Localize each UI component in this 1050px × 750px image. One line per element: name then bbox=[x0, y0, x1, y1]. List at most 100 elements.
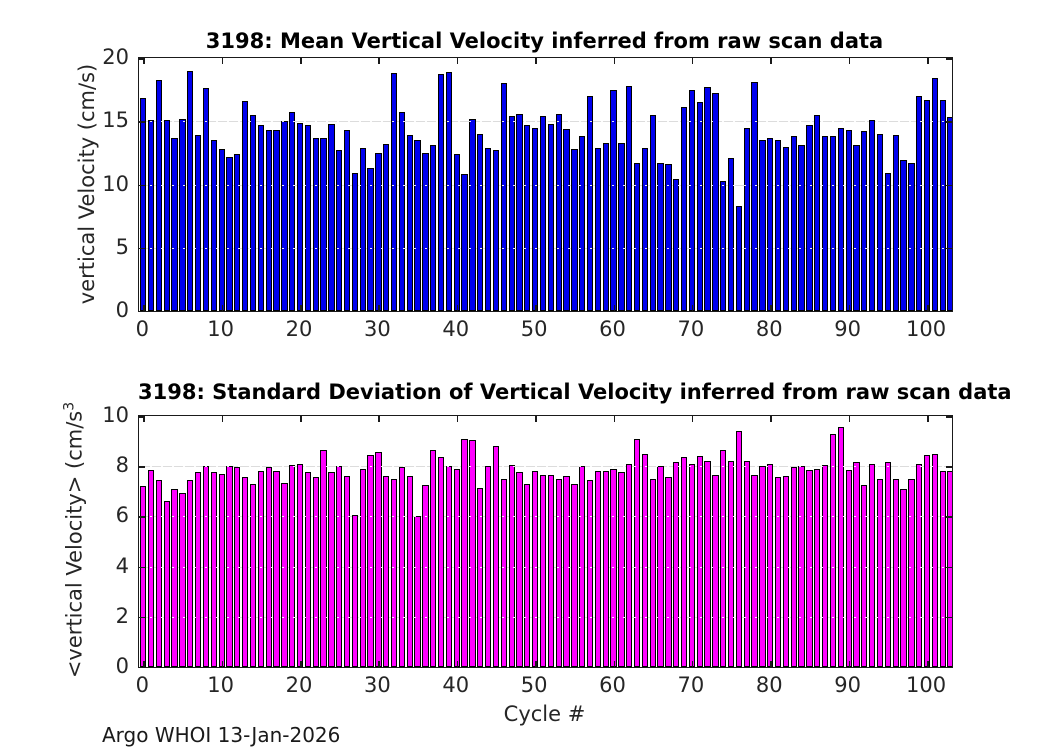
bar bbox=[743, 127, 750, 311]
y-tick-mark bbox=[946, 247, 952, 250]
x-tick-label: 0 bbox=[135, 317, 149, 341]
bar bbox=[947, 117, 952, 311]
bar bbox=[892, 478, 899, 667]
x-tick-mark bbox=[613, 58, 616, 64]
bar bbox=[649, 478, 656, 667]
y-tick-mark bbox=[139, 247, 145, 250]
footer-annotation: Argo WHOI 13-Jan-2026 bbox=[102, 723, 341, 747]
x-tick-label: 30 bbox=[364, 317, 391, 341]
y-tick-label: 5 bbox=[115, 234, 129, 259]
x-tick-mark bbox=[300, 661, 302, 667]
dotted-grid-overlay bbox=[139, 247, 952, 249]
bar bbox=[163, 119, 170, 311]
bar bbox=[171, 137, 178, 311]
x-tick-mark bbox=[848, 416, 851, 422]
bar bbox=[171, 488, 178, 667]
x-tick-label: 40 bbox=[442, 317, 470, 341]
bar bbox=[947, 471, 952, 667]
bar bbox=[751, 474, 758, 667]
x-tick-label: 80 bbox=[755, 317, 783, 341]
bar bbox=[398, 112, 406, 311]
bar bbox=[845, 469, 852, 667]
x-tick-label: 50 bbox=[520, 673, 548, 697]
bar bbox=[680, 107, 688, 311]
bar bbox=[822, 464, 829, 667]
y-tick-label: 10 bbox=[102, 171, 129, 196]
bar bbox=[767, 463, 774, 667]
bar bbox=[539, 474, 547, 667]
top-chart-plot-area bbox=[138, 57, 953, 312]
y-tick-mark bbox=[139, 616, 145, 619]
bar bbox=[187, 480, 194, 667]
bar bbox=[210, 472, 217, 667]
x-tick-mark bbox=[927, 305, 929, 311]
bar bbox=[383, 144, 390, 311]
bar bbox=[242, 101, 249, 311]
bar bbox=[586, 480, 594, 667]
bar bbox=[155, 79, 163, 311]
bar bbox=[179, 118, 186, 311]
bar bbox=[673, 462, 680, 667]
bar bbox=[618, 472, 625, 667]
y-tick-label: 15 bbox=[102, 108, 129, 133]
x-axis-label: Cycle # bbox=[503, 702, 586, 726]
bar bbox=[861, 485, 868, 667]
bar bbox=[320, 449, 327, 667]
bar bbox=[430, 449, 437, 667]
bar bbox=[743, 461, 750, 667]
x-tick-mark bbox=[613, 661, 616, 667]
bar bbox=[673, 179, 680, 311]
bar bbox=[555, 113, 562, 311]
bar bbox=[195, 135, 202, 311]
dotted-grid-overlay bbox=[139, 184, 952, 186]
bar bbox=[461, 174, 468, 311]
bar bbox=[547, 474, 554, 667]
dotted-grid-overlay bbox=[139, 466, 952, 468]
bar bbox=[445, 71, 453, 311]
bar bbox=[923, 99, 931, 311]
bar bbox=[532, 471, 539, 667]
bar bbox=[845, 130, 852, 311]
bar bbox=[829, 433, 837, 667]
bar bbox=[939, 99, 946, 311]
bar bbox=[696, 456, 703, 667]
y-tick-mark bbox=[139, 566, 145, 569]
y-tick-mark bbox=[946, 667, 952, 668]
bar bbox=[735, 431, 743, 667]
x-tick-mark bbox=[848, 305, 851, 311]
bar bbox=[453, 468, 460, 667]
y-tick-mark bbox=[139, 58, 145, 60]
y-tick-mark bbox=[946, 184, 952, 186]
x-tick-mark bbox=[221, 305, 224, 311]
bar bbox=[610, 89, 617, 311]
bar bbox=[853, 145, 860, 311]
x-tick-label: 60 bbox=[599, 317, 626, 341]
bar bbox=[500, 478, 507, 667]
bar bbox=[312, 137, 319, 311]
bar bbox=[571, 483, 578, 667]
x-tick-mark bbox=[221, 58, 224, 64]
bar bbox=[218, 473, 225, 667]
bar bbox=[375, 152, 382, 311]
bar bbox=[147, 469, 155, 667]
bar bbox=[782, 146, 790, 311]
bar bbox=[414, 140, 421, 311]
y-tick-label: 6 bbox=[115, 503, 129, 528]
bar bbox=[187, 70, 194, 311]
bar bbox=[296, 122, 304, 311]
y-tick-mark bbox=[946, 466, 952, 468]
bar bbox=[767, 137, 774, 311]
bar bbox=[359, 468, 366, 667]
bar bbox=[696, 102, 703, 311]
bar bbox=[304, 472, 312, 667]
x-tick-mark bbox=[848, 58, 851, 64]
x-tick-mark bbox=[143, 416, 145, 422]
bar bbox=[484, 147, 492, 311]
bar bbox=[923, 454, 931, 667]
bar bbox=[524, 125, 531, 311]
y-tick-mark bbox=[946, 566, 952, 569]
bar bbox=[939, 471, 946, 667]
bar bbox=[524, 483, 531, 667]
x-tick-mark bbox=[535, 58, 537, 64]
